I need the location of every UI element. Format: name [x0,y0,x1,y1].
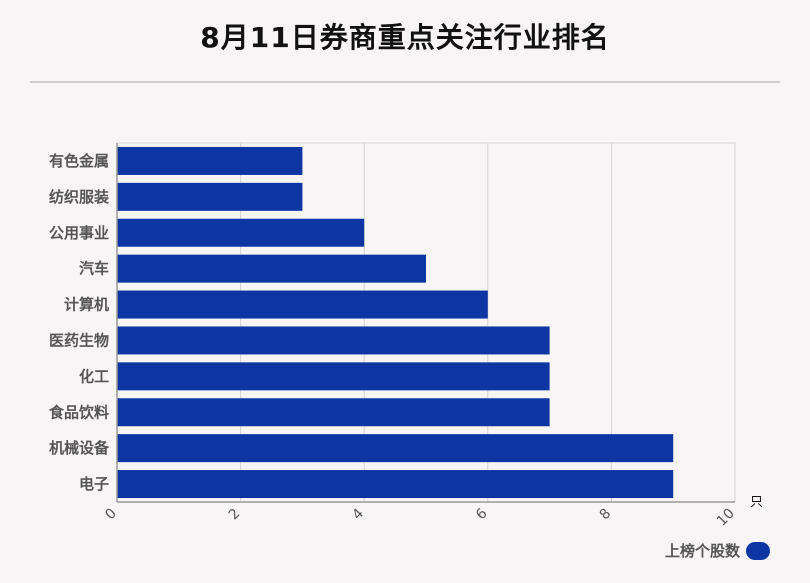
x-tick-label-5: 10 [714,506,738,530]
x-tick-label-3: 6 [473,505,491,523]
category-label-2: 公用事业 [49,224,109,242]
category-label-5: 医药生物 [49,331,109,349]
bar-9 [117,470,674,499]
legend-label: 上榜个股数 [664,542,740,560]
x-tick-label-0: 0 [102,506,120,524]
title-divider [30,81,780,83]
bar-5 [117,326,550,355]
legend[interactable]: 上榜个股数 [665,540,770,561]
x-tick-label-2: 4 [349,505,367,523]
x-tick-label-1: 2 [226,506,244,524]
category-label-0: 有色金属 [49,152,109,170]
category-label-9: 电子 [79,475,109,493]
category-label-4: 计算机 [64,296,109,314]
category-label-3: 汽车 [79,260,109,278]
bar-3 [117,254,426,283]
category-label-6: 化工 [79,367,109,385]
bar-7 [117,398,550,427]
chart-title: 8月11日券商重点关注行业排名 [200,21,610,54]
bar-4 [117,290,488,319]
category-label-7: 食品饮料 [49,403,109,421]
x-unit-label: 只 [750,495,763,510]
x-tick-label-4: 8 [597,506,615,524]
category-label-1: 纺织服装 [49,188,110,206]
category-label-8: 机械设备 [49,439,110,457]
bar-2 [117,218,365,247]
legend-swatch [746,541,770,560]
bar-8 [117,434,674,463]
bar-6 [117,362,550,391]
bar-0 [117,146,303,175]
bar-1 [117,182,303,211]
